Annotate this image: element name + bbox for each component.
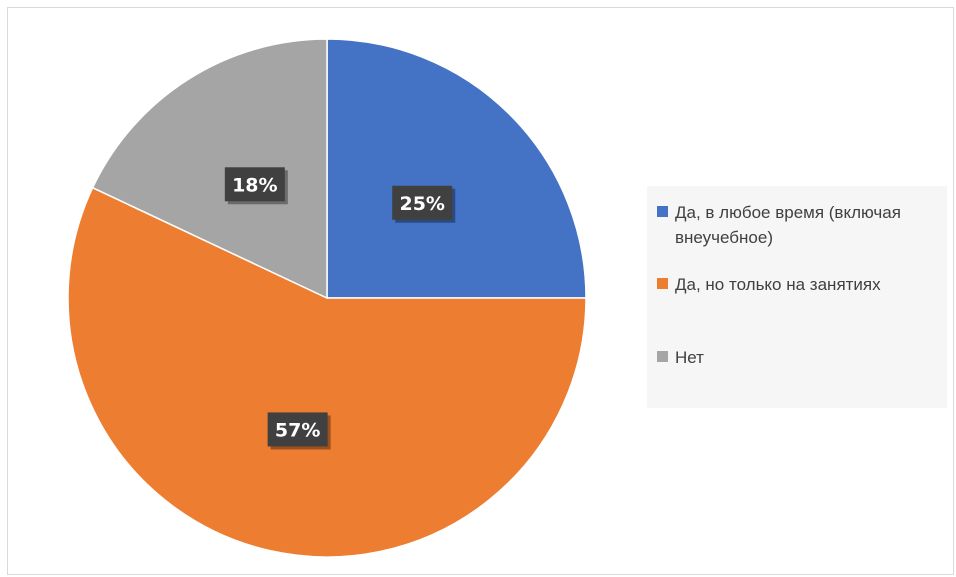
slice-no: [91, 38, 328, 300]
data-label-only-classes: 57%: [267, 412, 331, 450]
data-label-box: [267, 412, 328, 447]
data-label-anytime: 25%: [392, 185, 456, 223]
data-label-text: 57%: [275, 419, 320, 441]
legend-item-anytime: Да, в любое время (включая внеучебное): [657, 200, 945, 250]
pie-slices: [67, 38, 587, 558]
legend-swatch-only-classes: [657, 278, 668, 289]
chart-legend: Да, в любое время (включая внеучебное) Д…: [647, 186, 947, 408]
legend-item-only-classes: Да, но только на занятиях: [657, 272, 945, 297]
data-label-text: 18%: [232, 174, 277, 196]
slice-anytime: [326, 38, 587, 299]
data-label-no: 18%: [224, 167, 288, 205]
data-label-box: [392, 185, 453, 220]
pie-data-labels: 25% 57% 18%: [224, 167, 456, 450]
legend-swatch-anytime: [657, 206, 668, 217]
legend-label-only-classes: Да, но только на занятиях: [675, 275, 881, 294]
legend-item-no: Нет: [657, 345, 945, 370]
data-label-text: 25%: [399, 193, 444, 215]
legend-swatch-no: [657, 351, 668, 362]
legend-label-anytime: Да, в любое время (включая внеучебное): [675, 203, 901, 247]
data-label-box: [224, 167, 285, 202]
legend-label-no: Нет: [675, 348, 704, 367]
slice-only-classes: [67, 186, 587, 558]
